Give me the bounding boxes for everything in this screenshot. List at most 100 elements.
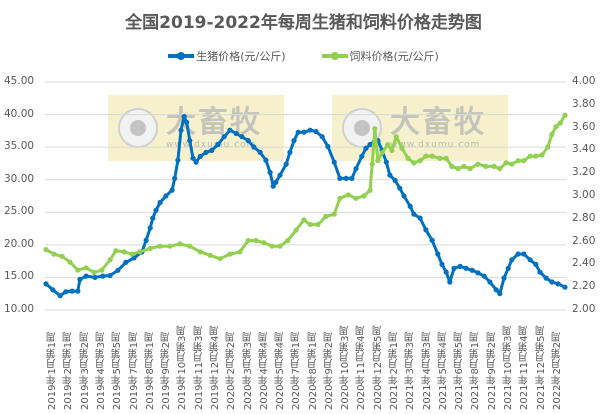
data-point[interactable] (301, 217, 307, 223)
data-point[interactable] (51, 251, 57, 257)
data-point[interactable] (172, 175, 178, 181)
data-point[interactable] (399, 145, 405, 151)
data-point[interactable] (307, 127, 313, 133)
data-point[interactable] (501, 275, 507, 281)
data-point[interactable] (443, 269, 449, 275)
data-point[interactable] (181, 113, 187, 120)
data-point[interactable] (313, 128, 319, 135)
legend-item-pig-price[interactable]: 生猪价格(元/公斤) (168, 48, 286, 64)
data-point[interactable] (147, 245, 153, 251)
data-point[interactable] (543, 275, 549, 281)
data-point[interactable] (521, 158, 527, 164)
data-point[interactable] (383, 159, 389, 165)
data-point[interactable] (169, 187, 175, 193)
data-point[interactable] (91, 269, 97, 275)
data-point[interactable] (343, 175, 349, 181)
data-point[interactable] (549, 279, 555, 285)
data-point[interactable] (549, 131, 555, 137)
data-point[interactable] (505, 265, 511, 271)
data-point[interactable] (475, 270, 481, 276)
data-point[interactable] (562, 284, 568, 290)
data-point[interactable] (129, 251, 135, 257)
data-point[interactable] (115, 267, 121, 273)
data-point[interactable] (69, 288, 75, 294)
data-point[interactable] (153, 207, 159, 213)
data-point[interactable] (337, 195, 343, 201)
data-point[interactable] (273, 179, 279, 185)
data-point[interactable] (167, 243, 173, 249)
data-point[interactable] (233, 130, 239, 137)
data-point[interactable] (184, 119, 190, 125)
data-point[interactable] (407, 203, 413, 209)
data-point[interactable] (92, 274, 98, 280)
data-point[interactable] (137, 249, 143, 255)
data-point[interactable] (423, 153, 429, 159)
data-point[interactable] (389, 147, 395, 153)
data-point[interactable] (533, 261, 539, 267)
data-point[interactable] (267, 169, 273, 176)
data-point[interactable] (557, 120, 563, 126)
data-point[interactable] (251, 144, 257, 150)
data-point[interactable] (291, 138, 297, 144)
data-point[interactable] (443, 155, 449, 161)
data-point[interactable] (75, 288, 81, 294)
data-point[interactable] (455, 166, 461, 172)
data-point[interactable] (217, 256, 223, 262)
data-point[interactable] (75, 267, 81, 273)
data-point[interactable] (353, 195, 359, 201)
data-point[interactable] (157, 243, 163, 249)
data-point[interactable] (503, 160, 509, 166)
data-point[interactable] (411, 160, 417, 166)
data-point[interactable] (209, 147, 215, 153)
data-point[interactable] (100, 273, 106, 279)
data-point[interactable] (435, 251, 441, 257)
data-point[interactable] (411, 211, 417, 217)
data-point[interactable] (325, 143, 331, 150)
data-point[interactable] (497, 166, 503, 172)
data-point[interactable] (50, 287, 56, 293)
data-point[interactable] (83, 273, 89, 279)
data-point[interactable] (555, 281, 561, 287)
data-point[interactable] (449, 163, 455, 169)
data-point[interactable] (379, 150, 385, 156)
data-point[interactable] (491, 163, 497, 169)
data-point[interactable] (187, 243, 193, 249)
data-point[interactable] (385, 142, 391, 148)
data-point[interactable] (203, 149, 209, 155)
data-point[interactable] (461, 163, 467, 169)
data-point[interactable] (363, 145, 369, 151)
data-point[interactable] (515, 251, 521, 257)
data-point[interactable] (99, 267, 105, 273)
data-point[interactable] (269, 243, 275, 249)
data-point[interactable] (301, 129, 307, 135)
data-point[interactable] (253, 237, 259, 244)
data-point[interactable] (372, 126, 378, 132)
data-point[interactable] (331, 211, 337, 217)
data-point[interactable] (475, 161, 481, 167)
data-point[interactable] (497, 291, 503, 297)
data-point[interactable] (277, 243, 283, 249)
data-point[interactable] (43, 281, 49, 287)
data-point[interactable] (417, 215, 423, 221)
data-point[interactable] (463, 265, 469, 271)
data-point[interactable] (361, 193, 367, 199)
data-point[interactable] (287, 149, 293, 155)
data-point[interactable] (83, 265, 89, 271)
data-point[interactable] (367, 187, 373, 193)
data-point[interactable] (175, 157, 181, 163)
data-point[interactable] (157, 199, 163, 206)
data-point[interactable] (227, 127, 233, 133)
data-point[interactable] (451, 265, 457, 271)
data-point[interactable] (178, 127, 184, 133)
data-point[interactable] (113, 248, 119, 254)
data-point[interactable] (263, 157, 269, 163)
data-point[interactable] (353, 166, 359, 172)
legend-item-feed-price[interactable]: 饲料价格(元/公斤) (321, 48, 439, 64)
data-point[interactable] (487, 279, 493, 285)
data-point[interactable] (405, 155, 411, 161)
data-point[interactable] (131, 255, 137, 261)
data-point[interactable] (481, 273, 487, 279)
data-point[interactable] (345, 192, 351, 198)
data-point[interactable] (261, 240, 267, 246)
data-point[interactable] (77, 276, 83, 282)
